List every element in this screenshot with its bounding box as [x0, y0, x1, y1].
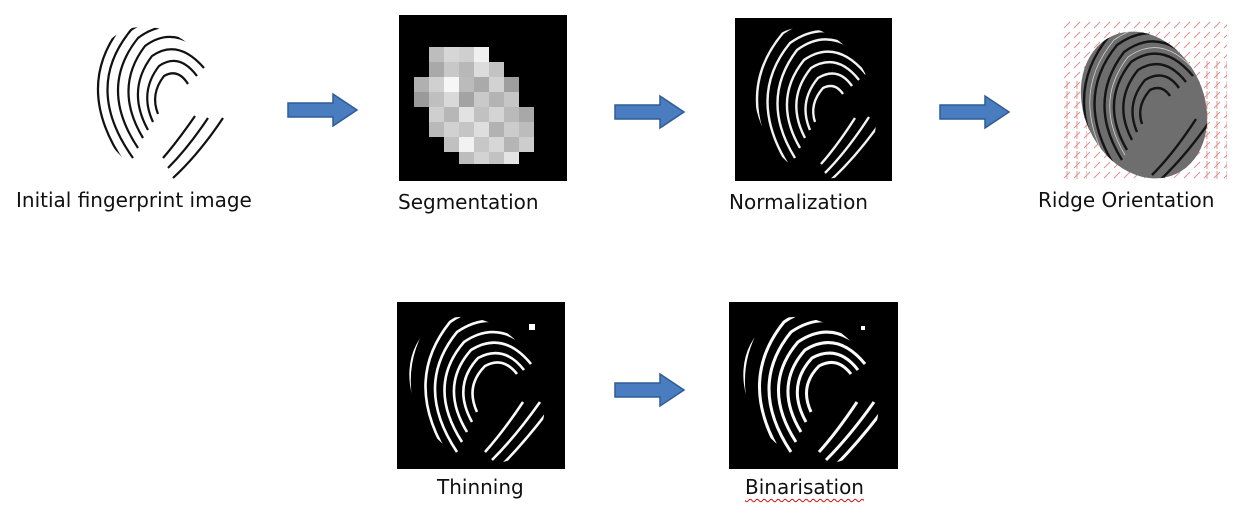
- right-arrow-icon: [287, 92, 359, 128]
- thinning-image: [397, 302, 565, 469]
- step-label-segmentation: Segmentation: [398, 190, 539, 214]
- normalization-image: [735, 18, 892, 181]
- binarisation-label-text: Binarisation: [745, 475, 864, 499]
- step-label-normalization: Normalization: [729, 190, 868, 214]
- step-label-initial: Initial fingerprint image: [16, 188, 252, 212]
- right-arrow-icon: [614, 372, 686, 408]
- step-label-binarisation: Binarisation: [745, 475, 864, 499]
- right-arrow-icon: [614, 94, 686, 130]
- step-label-thinning: Thinning: [437, 475, 524, 499]
- segmentation-image: [399, 15, 567, 181]
- ridge-orientation-image: [1062, 20, 1227, 180]
- step-label-ridge-orientation: Ridge Orientation: [1038, 188, 1215, 212]
- initial-fingerprint-image: [78, 18, 238, 183]
- binarisation-image: [729, 302, 898, 469]
- right-arrow-icon: [939, 94, 1011, 130]
